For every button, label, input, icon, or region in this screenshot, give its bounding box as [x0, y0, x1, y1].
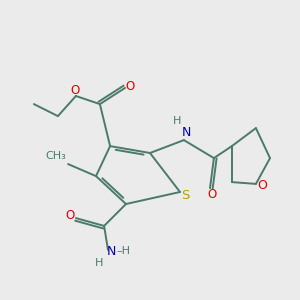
Text: H: H: [173, 116, 182, 126]
Text: CH₃: CH₃: [46, 151, 67, 161]
Text: O: O: [125, 80, 134, 93]
Text: O: O: [71, 84, 80, 97]
Text: H: H: [95, 258, 103, 268]
Text: N: N: [182, 125, 192, 139]
Text: O: O: [66, 209, 75, 222]
Text: N: N: [107, 245, 116, 258]
Text: S: S: [181, 189, 190, 202]
Text: –H: –H: [116, 246, 130, 256]
Text: O: O: [207, 188, 216, 201]
Text: O: O: [258, 179, 267, 192]
